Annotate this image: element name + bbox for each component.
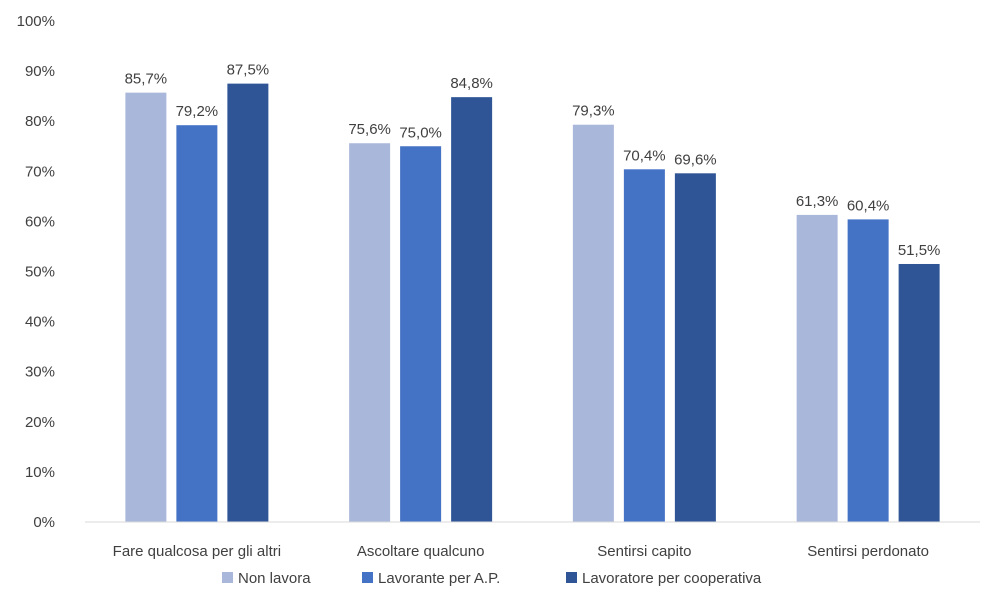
bar <box>674 173 716 522</box>
bar <box>572 124 614 522</box>
data-label: 60,4% <box>847 197 890 214</box>
y-tick-label: 40% <box>25 314 55 331</box>
legend-item: Lavoratore per cooperativa <box>566 570 762 587</box>
bar <box>898 263 940 522</box>
legend-item: Lavorante per A.P. <box>362 570 500 587</box>
data-label: 75,6% <box>348 121 391 138</box>
y-tick-label: 60% <box>25 213 55 230</box>
x-tick-label: Fare qualcosa per gli altri <box>113 543 281 560</box>
data-label: 70,4% <box>623 147 666 164</box>
bar <box>400 146 442 522</box>
legend-item: Non lavora <box>222 570 311 587</box>
bar <box>451 97 493 522</box>
y-tick-label: 80% <box>25 113 55 130</box>
y-tick-label: 20% <box>25 414 55 431</box>
bar <box>847 219 889 522</box>
data-labels-group: 85,7% 79,2% 87,5% 75,6% 75,0% 84,8% 79,3% 70,4%… <box>125 62 941 259</box>
legend: Non lavora Lavorante per A.P. Lavoratore p… <box>222 570 762 587</box>
data-label: 69,6% <box>674 151 717 168</box>
legend-label: Lavoratore per cooperativa <box>582 570 762 587</box>
data-label: 79,2% <box>176 103 219 120</box>
y-tick-label: 0% <box>33 514 55 531</box>
x-axis: Fare qualcosa per gli altri Ascoltare qua… <box>113 543 929 560</box>
legend-label: Lavorante per A.P. <box>378 570 500 587</box>
y-tick-label: 70% <box>25 163 55 180</box>
legend-swatch <box>222 572 233 583</box>
y-tick-label: 100% <box>17 13 55 30</box>
data-label: 51,5% <box>898 242 941 259</box>
data-label: 75,0% <box>399 124 442 141</box>
bars-group <box>125 83 940 522</box>
bar <box>176 125 218 522</box>
y-tick-label: 10% <box>25 464 55 481</box>
data-label: 61,3% <box>796 193 839 210</box>
y-tick-label: 30% <box>25 364 55 381</box>
y-tick-label: 50% <box>25 264 55 281</box>
y-axis: 0% 10% 20% 30% 40% 50% 60% 70% 80% 90% 100% <box>17 13 55 531</box>
bar <box>227 83 269 522</box>
x-tick-label: Ascoltare qualcuno <box>357 543 485 560</box>
data-label: 84,8% <box>450 75 493 92</box>
x-tick-label: Sentirsi capito <box>597 543 691 560</box>
legend-swatch <box>362 572 373 583</box>
x-tick-label: Sentirsi perdonato <box>807 543 929 560</box>
data-label: 87,5% <box>227 62 270 79</box>
bar <box>796 214 838 522</box>
y-tick-label: 90% <box>25 63 55 80</box>
data-label: 85,7% <box>125 71 168 88</box>
bar <box>623 169 665 522</box>
legend-label: Non lavora <box>238 570 311 587</box>
bar <box>125 92 167 522</box>
legend-swatch <box>566 572 577 583</box>
data-label: 79,3% <box>572 103 615 120</box>
bar <box>349 143 391 522</box>
